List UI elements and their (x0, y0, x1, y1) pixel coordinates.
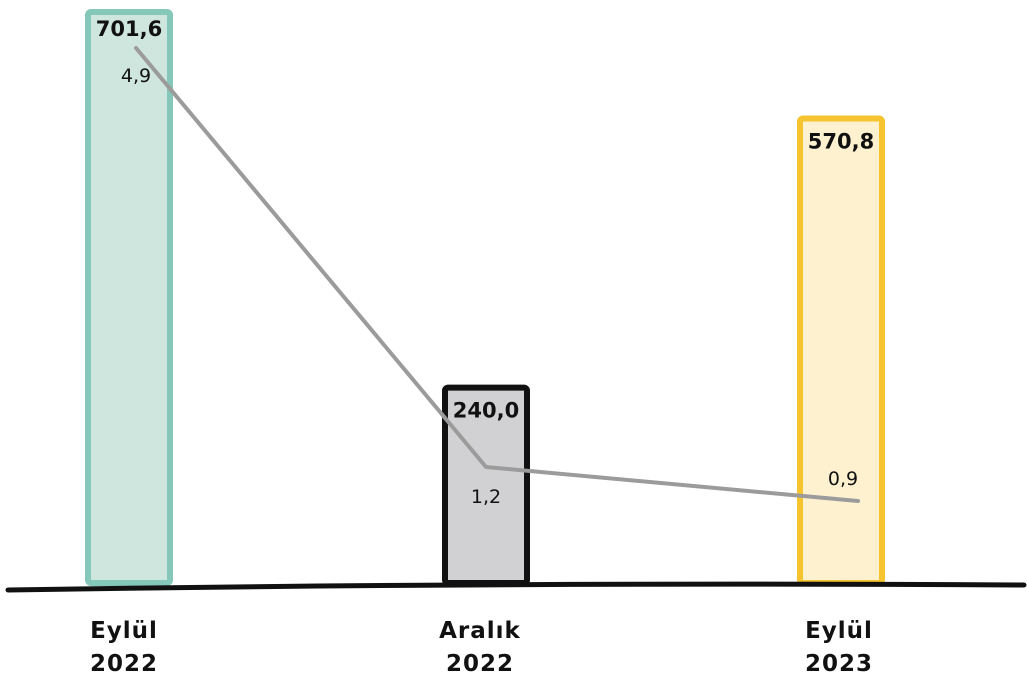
line-layer (134, 46, 860, 503)
bar-value-label-1: 240,0 (453, 399, 519, 423)
line-series (134, 46, 860, 503)
category-label-2-line-1: 2023 (805, 651, 873, 677)
category-label-0-line-0: Eylül (90, 618, 158, 644)
bar-value-label-2: 570,8 (808, 129, 874, 153)
bar-2 (797, 115, 885, 586)
category-label-0-line-1: 2022 (90, 651, 158, 677)
bars-layer (85, 9, 885, 586)
category-label-1-line-1: 2022 (446, 651, 514, 677)
line-value-label-2: 0,9 (828, 468, 858, 490)
labels-layer: 701,6 240,0 570,8 4,9 1,2 0,9 (96, 17, 874, 508)
line-value-label-0: 4,9 (121, 65, 151, 87)
bar-0 (85, 9, 173, 586)
category-label-2-line-0: Eylül (805, 618, 873, 644)
bar-value-label-0: 701,6 (96, 17, 162, 41)
category-labels: Eylül 2022 Aralık 2022 Eylül 2023 (90, 618, 873, 677)
category-label-1-line-0: Aralık (439, 618, 521, 644)
line-value-label-1: 1,2 (471, 486, 501, 508)
x-axis (5, 581, 1027, 593)
